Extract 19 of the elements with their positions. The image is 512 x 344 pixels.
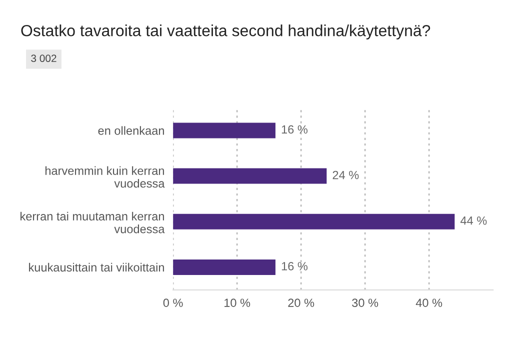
data-label: 24 % [332, 170, 359, 180]
x-tick-label: 10 % [224, 298, 250, 307]
y-tick-label: kuukausittain tai viikoittain [29, 262, 164, 272]
bar [173, 168, 327, 184]
x-tick-label: 20 % [288, 298, 314, 307]
y-tick-label: kerran tai muutaman kerran vuodessa [20, 212, 165, 234]
bar [173, 214, 455, 230]
y-tick-label: harvemmin kuin kerran vuodessa [45, 166, 165, 188]
x-tick-label: 30 % [352, 298, 378, 307]
data-label: 16 % [282, 125, 308, 134]
x-tick-label: 0 % [163, 298, 183, 307]
y-tick-label: en ollenkaan [98, 126, 164, 135]
bar [173, 122, 276, 138]
x-tick-label: 40 % [416, 298, 442, 307]
bar [173, 259, 276, 275]
text: 3 002 [31, 54, 56, 62]
data-label: 16 % [282, 262, 308, 270]
chart-title: Ostatko tavaroita tai vaatteita second handina/käytettynä? [21, 24, 430, 40]
data-label: 44 % [460, 216, 487, 225]
